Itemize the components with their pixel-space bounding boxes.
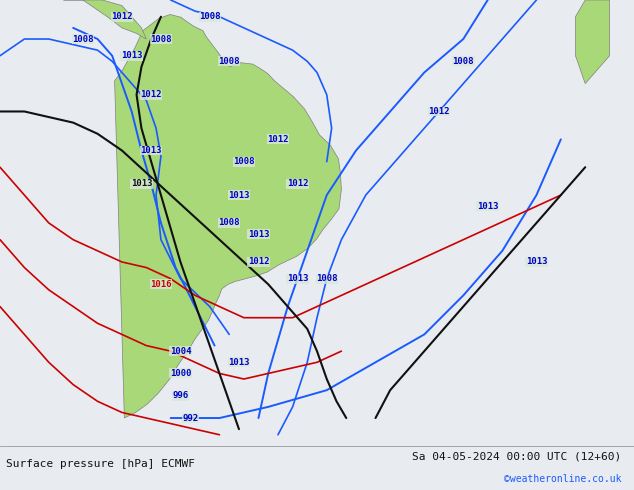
- Text: 1012: 1012: [428, 107, 450, 116]
- Text: 1008: 1008: [316, 274, 337, 283]
- Text: 1012: 1012: [111, 12, 133, 21]
- Text: 992: 992: [182, 414, 198, 422]
- Text: 1012: 1012: [248, 257, 269, 267]
- Text: 1013: 1013: [228, 358, 250, 367]
- Text: 1012: 1012: [268, 135, 288, 144]
- Text: Surface pressure [hPa] ECMWF: Surface pressure [hPa] ECMWF: [6, 459, 195, 468]
- Text: 996: 996: [172, 391, 188, 400]
- Polygon shape: [63, 0, 146, 39]
- Polygon shape: [115, 15, 341, 418]
- Text: 1008: 1008: [453, 57, 474, 66]
- Text: 1013: 1013: [248, 230, 269, 239]
- Text: 1013: 1013: [526, 257, 547, 267]
- Polygon shape: [576, 0, 610, 84]
- Text: 1008: 1008: [150, 34, 172, 44]
- Text: 1000: 1000: [170, 369, 191, 378]
- Text: 1016: 1016: [150, 280, 172, 289]
- Text: 1013: 1013: [228, 191, 250, 199]
- Text: 1013: 1013: [121, 51, 143, 60]
- Text: 1008: 1008: [219, 219, 240, 227]
- Text: 1012: 1012: [287, 179, 308, 189]
- Text: 1008: 1008: [199, 12, 221, 21]
- Text: Sa 04-05-2024 00:00 UTC (12+60): Sa 04-05-2024 00:00 UTC (12+60): [412, 452, 621, 462]
- Text: 1012: 1012: [141, 90, 162, 99]
- Text: 1013: 1013: [141, 146, 162, 155]
- Text: 1008: 1008: [219, 57, 240, 66]
- Text: 1008: 1008: [233, 157, 255, 166]
- Text: ©weatheronline.co.uk: ©weatheronline.co.uk: [504, 474, 621, 484]
- Text: 1013: 1013: [287, 274, 308, 283]
- Text: 1008: 1008: [72, 34, 94, 44]
- Text: 1013: 1013: [131, 179, 152, 189]
- Text: 1004: 1004: [170, 346, 191, 356]
- Text: 1013: 1013: [477, 202, 498, 211]
